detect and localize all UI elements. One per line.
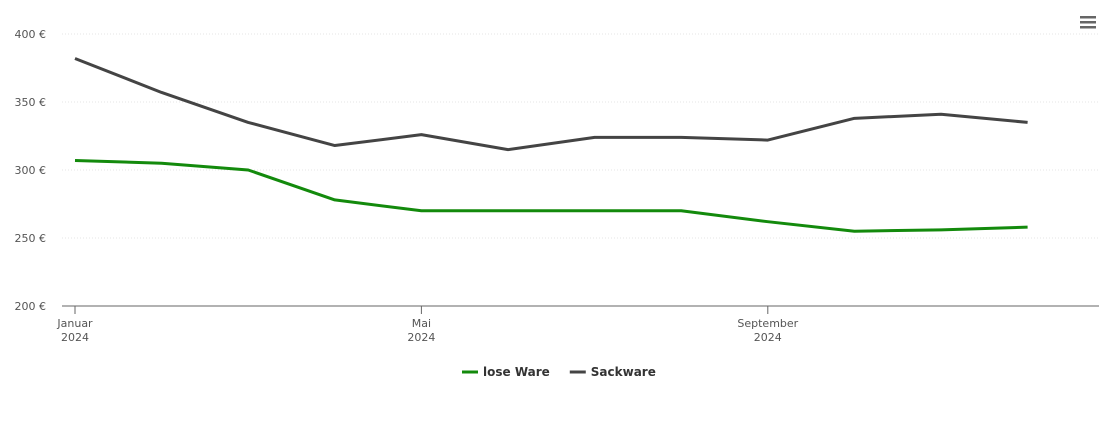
legend-label: lose Ware <box>483 365 550 379</box>
menu-bar <box>1080 16 1096 19</box>
x-tick-year: 2024 <box>61 331 89 344</box>
x-tick-label: Mai <box>412 317 431 330</box>
y-tick-label: 200 € <box>15 300 47 313</box>
menu-bar <box>1080 26 1096 29</box>
x-tick-label: September <box>737 317 798 330</box>
menu-bar <box>1080 21 1096 24</box>
y-tick-label: 400 € <box>15 28 47 41</box>
menu-button[interactable] <box>1078 14 1098 30</box>
line-series <box>74 158 1028 233</box>
legend: lose Ware Sackware <box>462 365 656 379</box>
legend-label: Sackware <box>591 365 656 379</box>
x-tick-label: Januar <box>56 317 93 330</box>
x-tick-year: 2024 <box>407 331 435 344</box>
x-tick-year: 2024 <box>754 331 782 344</box>
y-tick-label: 300 € <box>15 164 47 177</box>
y-tick-label: 350 € <box>15 96 47 109</box>
line-series <box>74 57 1028 152</box>
y-tick-label: 250 € <box>15 232 47 245</box>
